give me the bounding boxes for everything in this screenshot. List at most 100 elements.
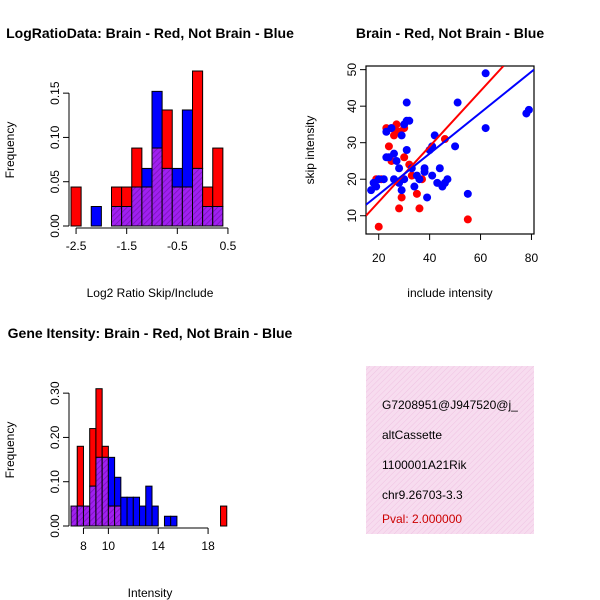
scatter-points [366, 66, 534, 231]
scatter-x-tick-label-0: 20 [372, 251, 386, 265]
bar-brain-3 [89, 428, 97, 487]
x-tick-label-2: 14 [152, 539, 166, 553]
point-notbrain-15 [397, 131, 406, 140]
bar-brain-1 [76, 445, 84, 507]
bar-notbrain-12 [145, 485, 153, 527]
histogram-intensity-axes: 8 10 14 18 0.00 0.10 0.20 0.30 [48, 381, 215, 553]
bar-notbrain-16 [170, 515, 178, 527]
bar-overlap-0 [70, 505, 78, 527]
info-pval: Pval: 2.000000 [382, 512, 462, 526]
point-notbrain-9 [390, 149, 398, 158]
bar-overlap-1 [76, 505, 84, 527]
point-brain-1 [374, 222, 383, 231]
bar-overlap-6 [107, 505, 116, 527]
point-notbrain-21 [405, 116, 414, 125]
bar-notbrain-11 [139, 505, 147, 527]
bar-overlap-4 [95, 456, 103, 527]
bar-overlap-7 [114, 505, 122, 527]
point-notbrain-11 [392, 156, 401, 165]
point-notbrain-13 [395, 164, 404, 173]
fit-line-notbrain [366, 68, 534, 206]
point-brain-21 [463, 215, 472, 224]
bar-overlap-12 [192, 167, 204, 227]
x-tick-label-2: -0.5 [167, 239, 188, 253]
y-tick-label-0: 0.00 [48, 514, 62, 538]
bar-overlap-9 [161, 167, 173, 227]
bar-overlap-13 [202, 206, 214, 227]
bar-overlap-5 [101, 456, 109, 527]
point-notbrain-44 [524, 105, 533, 114]
point-notbrain-38 [451, 142, 460, 151]
scatter-x-tick-label-3: 80 [525, 251, 539, 265]
histogram-logratio-ylabel: Frequency [3, 122, 17, 179]
bar-notbrain-15 [163, 515, 172, 527]
point-notbrain-23 [410, 182, 419, 191]
y-tick-label-1: 0.10 [48, 470, 62, 494]
histogram-intensity-bars [70, 388, 228, 527]
info-line-gene: 1100001A21Rik [382, 458, 468, 472]
histogram-intensity-ylabel: Frequency [3, 422, 17, 479]
point-brain-10 [395, 204, 404, 213]
bar-overlap-7 [141, 186, 153, 227]
bar-notbrain-10 [132, 496, 141, 527]
point-brain-18 [415, 204, 424, 213]
x-tick-label-1: 10 [102, 539, 116, 553]
bar-notbrain-7 [141, 167, 153, 188]
x-tick-label-3: 18 [201, 539, 215, 553]
point-brain-17 [412, 189, 421, 198]
point-notbrain-30 [428, 171, 437, 180]
info-panel: G7208951@J947520@j_ altCassette 1100001A… [366, 366, 534, 534]
bar-notbrain-7 [114, 476, 122, 507]
bar-brain-14 [212, 147, 224, 208]
y-tick-label-2: 0.20 [48, 425, 62, 449]
scatter-plot-area: 20 40 60 80 10 20 30 40 50 [345, 63, 538, 265]
point-notbrain-41 [481, 124, 490, 133]
bar-brain-4 [111, 186, 123, 208]
point-notbrain-27 [420, 167, 429, 176]
bar-brain-13 [202, 186, 214, 208]
x-tick-label-3: 0.5 [220, 239, 237, 253]
x-tick-label-0: 8 [80, 539, 87, 553]
scatter-y-tick-label-1: 20 [345, 172, 359, 186]
bar-overlap-10 [171, 186, 183, 227]
histogram-logratio-xlabel: Log2 Ratio Skip/Include [87, 286, 214, 300]
point-notbrain-2 [372, 182, 381, 191]
scatter-y-tick-label-2: 30 [345, 136, 359, 150]
scatter-y-tick-label-0: 10 [345, 209, 359, 223]
bar-notbrain-13 [151, 505, 159, 527]
histogram-logratio-bars [70, 70, 224, 227]
y-tick-label-1: 0.05 [48, 170, 62, 194]
x-tick-label-0: -2.5 [66, 239, 87, 253]
scatter-ylabel: skip intensity [303, 116, 317, 185]
bar-brain-6 [131, 147, 143, 188]
point-notbrain-4 [379, 175, 388, 184]
fit-line-brain [366, 66, 505, 217]
histogram-logratio-title: LogRatioData: Brain - Red, Not Brain - B… [6, 25, 294, 41]
point-notbrain-19 [402, 146, 411, 154]
bar-overlap-2 [82, 505, 91, 527]
bar-overlap-8 [151, 147, 163, 227]
bar-notbrain-2 [90, 206, 102, 227]
point-notbrain-25 [415, 175, 424, 184]
scatter-x-tick-label-1: 40 [423, 251, 437, 265]
bar-notbrain-8 [120, 496, 128, 527]
histogram-intensity-title: Gene Itensity: Brain - Red, Not Brain - … [8, 325, 293, 341]
bar-overlap-5 [121, 206, 133, 227]
point-brain-20 [440, 135, 449, 144]
bar-overlap-3 [89, 485, 97, 527]
bar-overlap-14 [212, 206, 224, 227]
bar-notbrain-8 [151, 90, 163, 149]
bar-notbrain-11 [181, 109, 193, 188]
y-tick-label-3: 0.30 [48, 381, 62, 405]
point-brain-12 [397, 193, 406, 202]
scatter-y-tick-label-4: 50 [345, 63, 359, 77]
info-line-location: chr9.26703-3.3 [382, 488, 463, 502]
scatter-xlabel: include intensity [407, 286, 492, 300]
scatter-title: Brain - Red, Not Brain - Blue [356, 25, 544, 41]
bar-overlap-6 [131, 186, 143, 227]
bar-brain-4 [95, 388, 103, 458]
bar-overlap-4 [111, 206, 123, 227]
bar-notbrain-10 [171, 167, 183, 188]
bar-notbrain-9 [126, 496, 134, 527]
